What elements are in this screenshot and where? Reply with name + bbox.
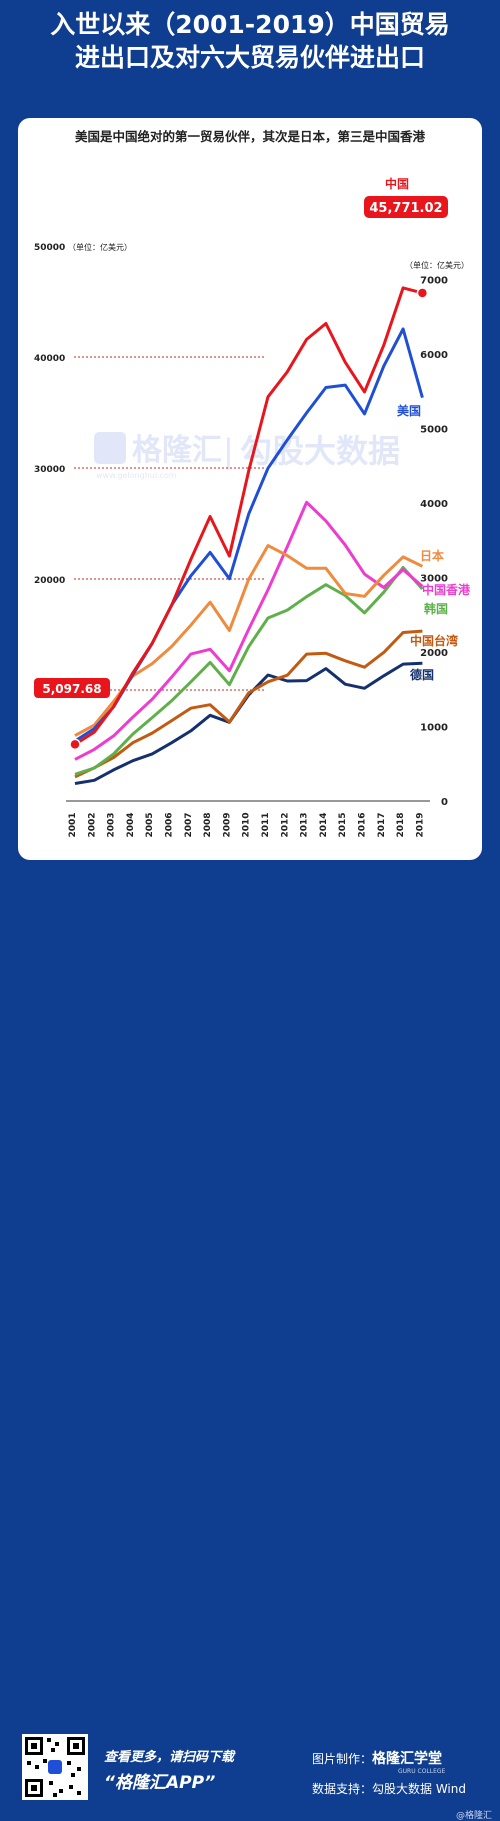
data-source-label: 数据支持： [312,1782,373,1796]
series-lines [74,286,424,785]
x-tick-label: 2009 [222,812,232,837]
left-tick-label: 20000 [34,576,65,586]
line-chart: 格隆汇 www.gelonghui.com | 勾股大数据 1000 0 20000… [34,176,471,838]
made-by-brand: 格隆汇学堂 [372,1751,443,1767]
right-tick-label: 4000 [420,499,448,510]
footer: 查看更多，请扫码下载 “格隆汇APP” 图片制作：格隆汇学堂 GURU COLL… [0,862,500,1821]
x-tick-label: 2015 [338,812,348,837]
series-label: 德国 [410,667,434,682]
series-line [74,566,424,776]
right-tick-label: 6000 [420,350,448,361]
app-name: “格隆汇APP” [104,1773,216,1793]
end-value-label: 45,771.02 [369,201,442,216]
series-line [74,544,424,737]
x-tick-label: 2002 [87,812,97,837]
watermark: 格隆汇 www.gelonghui.com | 勾股大数据 [94,432,400,480]
x-tick-label: 2012 [280,812,290,837]
start-point [69,738,81,751]
start-value-badge [34,678,110,698]
series-label: 中国香港 [422,582,471,597]
data-source: 数据支持：勾股大数据 Wind [312,1780,466,1797]
x-tick-label: 2005 [145,812,155,837]
data-source-value: 勾股大数据 Wind [372,1782,466,1796]
left-tick-label: 50000 [34,243,65,253]
left-axis-unit: （单位：亿美元） [68,242,132,252]
right-tick-label: 3000 [420,574,448,585]
chart-subtitle: 美国是中国绝对的第一贸易伙伴，其次是日本，第三是中国香港 [74,129,425,144]
x-tick-label: 2003 [107,812,117,837]
made-by: 图片制作：格隆汇学堂 GURU COLLEGE [312,1748,445,1775]
qr-pattern [25,1737,85,1797]
made-by-label: 图片制作： [312,1752,373,1766]
watermark-site: www.gelonghui.com [96,471,177,480]
made-by-sub: GURU COLLEGE [398,1768,446,1775]
series-line [74,629,423,779]
end-point [416,287,429,299]
copyright: @格隆汇 [455,1811,492,1821]
series-label: 中国 [385,176,409,191]
end-value-badge [364,196,448,218]
x-tick-label: 2004 [126,812,136,837]
x-tick-label: 2014 [319,812,329,837]
right-tick-label: 2000 [420,648,448,659]
x-tick-label: 2007 [184,812,194,837]
x-tick-label: 2017 [377,812,387,837]
series-line [74,327,424,743]
page-title: 入世以来（2001-2019）中国贸易 进出口及对六大贸易伙伴进出口 [0,8,500,74]
series-line [74,286,423,746]
right-axis-unit: （单位：亿美元） [405,260,469,270]
series-label: 日本 [420,548,444,563]
x-tick-label: 2016 [358,812,368,837]
scan-prompt: 查看更多，请扫码下载 [104,1750,235,1765]
x-tick-label: 2006 [165,812,175,837]
x-tick-label: 2001 [68,812,78,837]
left-tick-label: 40000 [34,354,65,364]
x-tick-label: 2008 [203,812,213,837]
x-tick-label: 2011 [261,812,271,837]
chart-card [18,118,482,860]
title-line-2: 进出口及对六大贸易伙伴进出口 [74,43,425,72]
watermark-brand: 格隆汇 [132,433,222,468]
right-tick-label: 0 [441,797,448,808]
x-tick-label: 2019 [415,812,425,837]
x-tick-label: 2010 [242,812,252,837]
watermark-partner: 勾股大数据 [240,432,400,470]
right-tick-label: 1000 [420,723,448,734]
grid-lines [74,356,266,691]
watermark-logo-icon [94,432,126,464]
x-tick-label: 2013 [300,812,310,837]
watermark-divider: | [223,432,234,470]
title-line-1: 入世以来（2001-2019）中国贸易 [50,10,450,39]
start-value-label: 5,097.68 [42,682,101,696]
qr-code-icon[interactable] [22,1734,88,1800]
series-label: 韩国 [424,601,448,616]
series-line [74,500,424,761]
series-label: 中国台湾 [410,633,458,648]
x-tick-label: 2018 [396,812,406,837]
series-label: 美国 [397,403,421,418]
left-tick-label: 30000 [34,465,65,475]
right-tick-label: 7000 [420,276,448,287]
right-tick-label: 5000 [420,425,448,436]
